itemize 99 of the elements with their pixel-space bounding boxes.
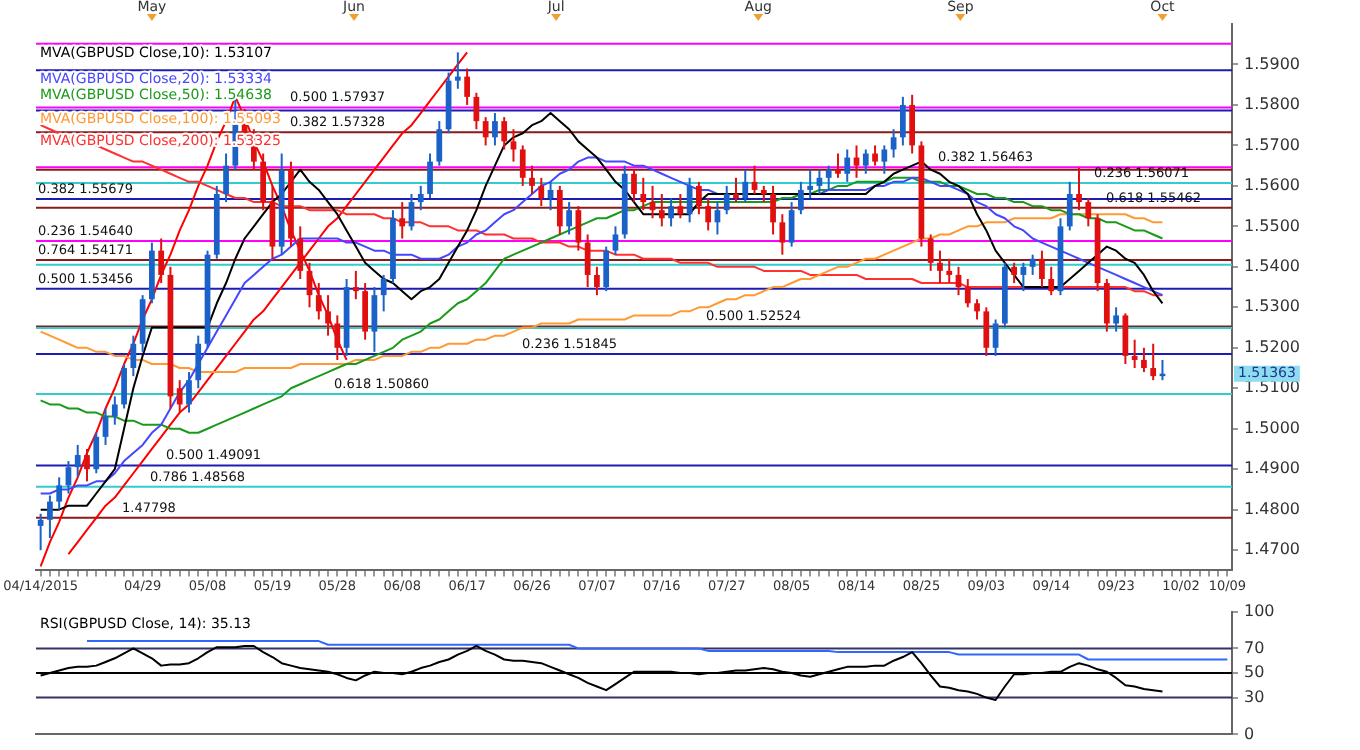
candlestick — [594, 265, 600, 297]
candlestick — [492, 112, 498, 147]
candlestick — [723, 184, 730, 216]
candlestick — [1066, 180, 1073, 232]
candlestick — [56, 476, 63, 511]
candlestick — [260, 152, 267, 212]
candlestick — [937, 249, 943, 285]
candlestick — [37, 512, 44, 552]
candlestick — [130, 334, 137, 378]
candlestick — [584, 233, 591, 289]
candlestick — [983, 306, 990, 357]
y-tick-label: 1.4700 — [1244, 540, 1300, 559]
candlestick — [93, 431, 100, 475]
candlestick — [705, 197, 712, 232]
candlestick — [47, 494, 53, 540]
y-tick-label: 1.5000 — [1244, 418, 1300, 437]
candlestick — [946, 257, 953, 285]
candlestick — [176, 379, 183, 414]
candlestick — [899, 95, 906, 147]
candlestick — [779, 213, 786, 256]
y-tick-label: 100 — [1244, 601, 1275, 620]
candlestick — [1029, 253, 1036, 276]
candlestick — [631, 168, 637, 204]
candlestick — [798, 180, 804, 216]
candlestick — [640, 176, 647, 212]
candlestick — [1039, 249, 1045, 289]
y-tick-label: 1.4900 — [1244, 459, 1300, 478]
candlestick — [909, 93, 916, 155]
candlestick — [686, 176, 693, 224]
candlestick — [1048, 265, 1055, 297]
candlestick — [1011, 261, 1017, 285]
candlestick — [872, 144, 878, 167]
candlestick — [1131, 338, 1138, 370]
candlestick — [223, 152, 229, 204]
candlestick — [325, 294, 331, 337]
candlestick — [825, 164, 832, 191]
candlestick — [417, 184, 424, 212]
candlestick — [297, 225, 304, 280]
candlestick — [334, 314, 341, 361]
candlestick — [964, 277, 971, 309]
y-tick-label: 1.5500 — [1244, 216, 1300, 235]
candlestick — [835, 152, 841, 179]
candlestick — [352, 269, 359, 301]
candlestick — [566, 201, 572, 236]
y-tick-label: 1.5200 — [1244, 337, 1300, 356]
candlestick — [862, 148, 869, 175]
candlestick — [1150, 342, 1157, 382]
candlestick — [658, 192, 665, 228]
candlestick — [482, 116, 489, 147]
candlestick — [1103, 277, 1110, 333]
candlestick — [668, 197, 674, 228]
candlestick — [612, 225, 619, 256]
y-tick-label: 1.5300 — [1244, 297, 1300, 316]
y-tick-label: 50 — [1244, 663, 1265, 682]
y-tick-label: 1.4800 — [1244, 499, 1300, 518]
candlestick — [733, 176, 739, 204]
y-tick-label: 1.5600 — [1244, 176, 1300, 195]
y-tick-label: 1.5400 — [1244, 257, 1300, 275]
y-tick-label: 30 — [1244, 687, 1265, 706]
candlestick — [807, 168, 814, 200]
y-tick-label: 1.5800 — [1244, 95, 1300, 114]
candlestick — [121, 362, 127, 410]
candlestick — [556, 184, 563, 236]
y-tick-label: 1.5900 — [1244, 54, 1300, 73]
candlestick — [529, 164, 535, 195]
y-tick-label: 0 — [1244, 724, 1255, 743]
candlestick — [315, 282, 322, 321]
candlestick — [974, 298, 980, 321]
candlestick — [195, 334, 202, 390]
y-tick-label: 1.5700 — [1244, 135, 1300, 154]
candlestick — [158, 237, 165, 285]
candlestick — [742, 168, 749, 204]
candlestick — [1113, 306, 1119, 333]
candlestick — [519, 144, 526, 187]
candlestick — [538, 176, 545, 208]
candlestick — [111, 395, 118, 426]
candlestick — [927, 233, 934, 272]
candlestick — [603, 245, 610, 293]
candlestick — [464, 67, 470, 106]
candlestick — [74, 443, 81, 479]
candlestick — [427, 152, 433, 200]
candlestick — [84, 447, 90, 483]
candlestick — [1141, 346, 1147, 374]
candlestick — [696, 180, 702, 216]
candlestick — [380, 273, 387, 313]
candlestick — [1085, 197, 1092, 228]
candlestick — [677, 192, 684, 220]
candlestick — [575, 205, 582, 252]
candlestick — [770, 184, 776, 236]
candlestick — [1076, 166, 1082, 212]
candlestick — [501, 116, 508, 151]
candlestick — [399, 201, 406, 240]
candlestick — [844, 148, 851, 183]
candlestick — [436, 120, 443, 167]
candlestick — [186, 371, 192, 414]
candlestick — [881, 144, 888, 175]
candlestick — [362, 282, 369, 341]
candlestick — [454, 51, 461, 90]
y-tick-label: 70 — [1244, 638, 1265, 657]
